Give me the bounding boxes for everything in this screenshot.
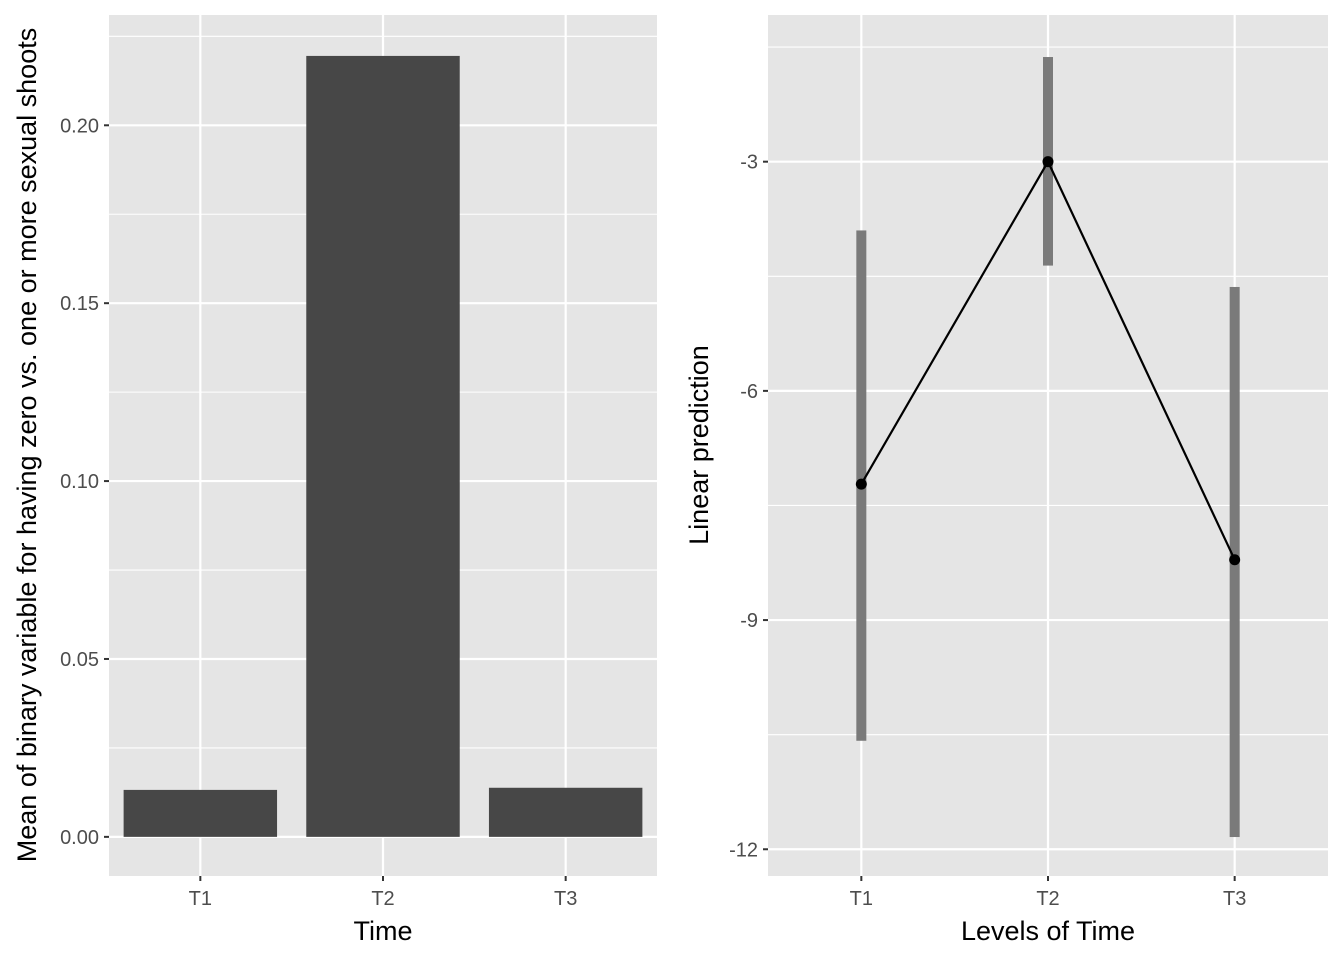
bar-chart-y-axis-title: Mean of binary variable for having zero … xyxy=(12,28,42,862)
prediction-point-t1 xyxy=(855,478,867,490)
prediction-chart-y-axis-title: Linear prediction xyxy=(684,345,714,545)
x-tick-label: T2 xyxy=(1036,888,1059,910)
prediction-chart-marks xyxy=(855,57,1241,838)
bar-t2 xyxy=(306,55,460,837)
bar-chart-axes: 0.00 0.05 0.10 0.15 0.20 T1 T2 T3 xyxy=(60,115,577,910)
x-tick-label: T1 xyxy=(189,888,212,910)
x-tick-label: T1 xyxy=(850,888,873,910)
bar-t1 xyxy=(123,789,278,837)
prediction-chart-axes: -12 -9 -6 -3 T1 T2 T3 xyxy=(729,152,1246,910)
prediction-chart-x-axis-title: Levels of Time xyxy=(961,916,1135,946)
prediction-chart-panel: -12 -9 -6 -3 T1 T2 T3 Levels of Time Linear pr… xyxy=(684,15,1328,946)
y-tick-label: 0.20 xyxy=(60,115,99,137)
bar-chart-x-axis-title: Time xyxy=(354,916,413,946)
y-tick-label: -3 xyxy=(740,152,758,174)
prediction-point-t2 xyxy=(1042,156,1054,168)
y-tick-label: -6 xyxy=(740,381,758,403)
x-tick-label: T3 xyxy=(554,888,577,910)
bar-chart-bars xyxy=(123,55,643,837)
bar-t3 xyxy=(488,787,643,837)
y-tick-label: -12 xyxy=(729,839,758,861)
x-tick-label: T2 xyxy=(371,888,394,910)
y-tick-label: -9 xyxy=(740,610,758,632)
prediction-point-t3 xyxy=(1229,554,1241,566)
x-tick-label: T3 xyxy=(1223,888,1246,910)
y-tick-label: 0.10 xyxy=(60,471,99,493)
y-tick-label: 0.00 xyxy=(60,827,99,849)
y-tick-label: 0.05 xyxy=(60,649,99,671)
y-tick-label: 0.15 xyxy=(60,293,99,315)
bar-chart-panel: 0.00 0.05 0.10 0.15 0.20 T1 T2 T3 Time Mean of … xyxy=(12,15,657,946)
